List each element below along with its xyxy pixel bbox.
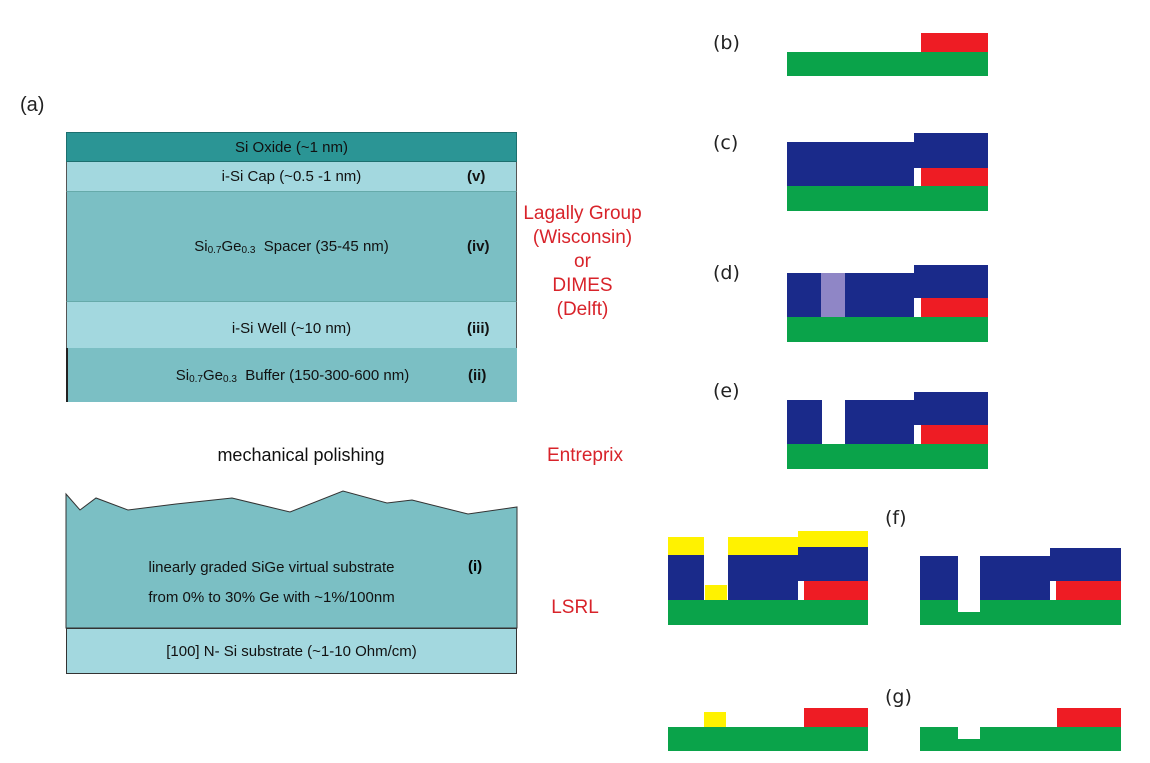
f-right-red-contact [1056, 581, 1121, 600]
f-left-blue-2 [728, 555, 798, 600]
step-b [787, 33, 988, 76]
well-number: (iii) [467, 319, 490, 337]
g-left-yellow [704, 712, 726, 727]
g-right-green-trench [958, 739, 980, 751]
d-blue-left [787, 273, 914, 317]
f-left-green-base [668, 600, 868, 625]
panel-e-label: (e) [713, 380, 740, 402]
d-red-contact [921, 298, 988, 317]
step-g-left [668, 708, 868, 751]
g-right-green-right [980, 727, 1121, 751]
e-blue-right [914, 392, 988, 425]
g-right-red-contact [1057, 708, 1121, 727]
panel-c-label: (c) [713, 132, 739, 154]
step-g-right [920, 708, 1121, 751]
sige-buffer-layer: Si0.7Ge0.3 Buffer (150-300-600 nm) (ii) [66, 348, 517, 402]
source-entreprix: Entreprix [546, 445, 624, 466]
graded-line-1: linearly graded SiGe virtual substrate [148, 559, 395, 576]
g-right-green-left [920, 727, 958, 751]
e-blue-mid [845, 400, 914, 444]
si-oxide-label: Si Oxide (~1 nm) [235, 138, 348, 156]
source-or: or [574, 251, 591, 272]
c-green-base [787, 186, 988, 211]
step-f-right [920, 548, 1121, 625]
b-green-base [787, 52, 988, 76]
sige-spacer-label: Si0.7Ge0.3 Spacer (35-45 nm) [194, 238, 389, 256]
graded-number: (i) [468, 558, 483, 575]
graded-line-2: from 0% to 30% Ge with ~1%/100nm [148, 589, 395, 606]
f-left-red-contact [804, 581, 868, 600]
g-left-red-contact [804, 708, 868, 727]
si-substrate-layer: [100] N- Si substrate (~1-10 Ohm/cm) [66, 628, 517, 674]
panel-g-label: (g) [885, 686, 912, 708]
f-left-yellow-2 [728, 537, 798, 555]
f-left-yellow-3 [798, 531, 868, 547]
step-d [787, 265, 988, 342]
f-left-yellow-trench [705, 585, 727, 600]
c-blue-left [787, 142, 914, 186]
source-lagally-line2: (Wisconsin) [532, 227, 633, 248]
spacer-number: (iv) [467, 238, 490, 255]
g-left-green-base [668, 727, 868, 751]
sige-spacer-layer: Si0.7Ge0.3 Spacer (35-45 nm) (iv) [66, 191, 517, 301]
f-right-green-trench [958, 612, 980, 625]
e-red-contact [921, 425, 988, 444]
f-right-green-left [920, 600, 958, 625]
cap-number: (v) [467, 168, 486, 185]
sige-buffer-label: Si0.7Ge0.3 Buffer (150-300-600 nm) [175, 366, 410, 385]
graded-sige-region [65, 490, 518, 629]
mechanical-polishing-label: mechanical polishing [217, 445, 385, 465]
si-substrate-label: [100] N- Si substrate (~1-10 Ohm/cm) [166, 642, 417, 660]
panel-a-label: (a) [20, 94, 45, 116]
f-right-blue-1 [920, 556, 958, 600]
source-dimes-line1: DIMES [552, 275, 613, 296]
source-dimes-line2: (Delft) [556, 299, 609, 320]
e-blue-left [787, 400, 822, 444]
i-si-cap-label: i-Si Cap (~0.5 -1 nm) [221, 168, 362, 185]
i-si-well-layer: i-Si Well (~10 nm) (iii) [66, 301, 517, 348]
panel-d-label: (d) [713, 262, 740, 284]
f-left-yellow-1 [668, 537, 704, 555]
buffer-number: (ii) [468, 366, 487, 384]
f-right-blue-2 [980, 556, 1050, 600]
source-lagally-dimes: Lagally Group (Wisconsin) or DIMES (Delf… [515, 202, 650, 322]
step-e [787, 392, 988, 469]
f-left-blue-3 [798, 547, 868, 581]
i-si-well-label: i-Si Well (~10 nm) [231, 319, 352, 337]
si-oxide-layer: Si Oxide (~1 nm) [66, 132, 517, 162]
graded-substrate-text: linearly graded SiGe virtual substrate f… [66, 553, 517, 613]
c-red-contact [921, 168, 988, 186]
d-purple-implant [821, 273, 845, 317]
f-right-green-right [980, 600, 1121, 625]
panel-b-label: (b) [713, 32, 740, 54]
f-left-blue-1 [668, 555, 704, 600]
source-lsrl: LSRL [551, 597, 599, 618]
step-f-left [668, 531, 868, 625]
c-blue-right [914, 133, 988, 168]
f-right-blue-3 [1050, 548, 1121, 581]
source-lagally-line1: Lagally Group [523, 203, 642, 224]
panel-f-label: (f) [885, 507, 907, 529]
d-blue-right [914, 265, 988, 298]
i-si-cap-layer: i-Si Cap (~0.5 -1 nm) (v) [66, 162, 517, 191]
b-red-contact [921, 33, 988, 52]
step-c [787, 133, 988, 211]
e-green-base [787, 444, 988, 469]
d-green-base [787, 317, 988, 342]
